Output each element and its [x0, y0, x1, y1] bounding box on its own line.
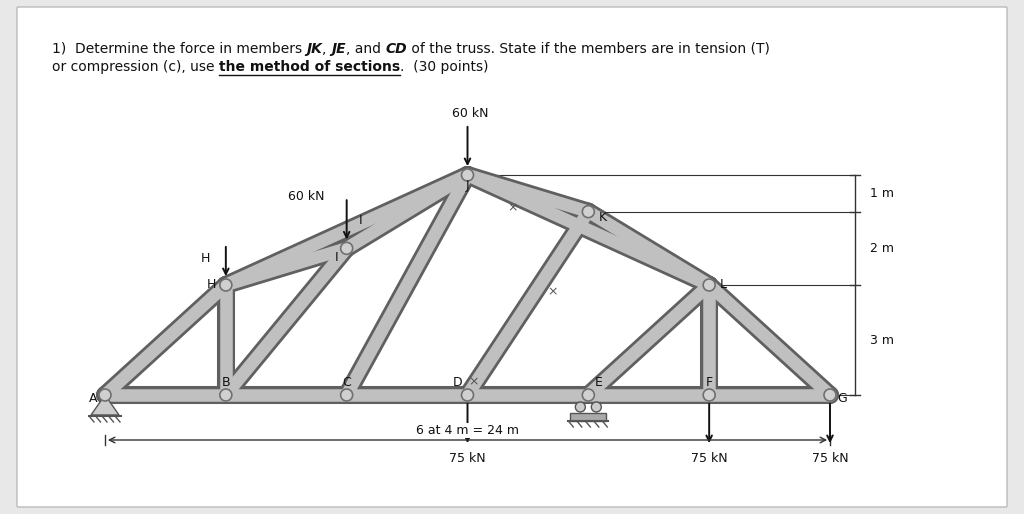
Circle shape — [220, 279, 231, 291]
Text: F: F — [706, 376, 713, 389]
Text: , and: , and — [346, 42, 385, 56]
Circle shape — [703, 389, 715, 401]
Text: of the truss. State if the members are in tension (T): of the truss. State if the members are i… — [407, 42, 770, 56]
Circle shape — [341, 389, 352, 401]
Text: H: H — [201, 252, 211, 266]
Text: 3 m: 3 m — [870, 334, 894, 346]
Text: I: I — [335, 251, 339, 264]
Circle shape — [583, 389, 594, 401]
Text: JE: JE — [331, 42, 346, 56]
Text: CD: CD — [385, 42, 407, 56]
Text: H: H — [207, 279, 216, 291]
Circle shape — [462, 169, 473, 181]
Text: the method of sections: the method of sections — [219, 60, 400, 74]
Text: G: G — [838, 393, 847, 406]
Text: C: C — [342, 376, 351, 389]
Text: ×: × — [508, 201, 518, 214]
Text: J: J — [466, 179, 469, 193]
Text: A: A — [89, 393, 97, 406]
Text: 75 kN: 75 kN — [450, 452, 485, 465]
FancyBboxPatch shape — [17, 7, 1007, 507]
Text: 6 at 4 m = 24 m: 6 at 4 m = 24 m — [416, 424, 519, 437]
Circle shape — [575, 402, 586, 412]
Text: .  (30 points): . (30 points) — [400, 60, 488, 74]
Text: I: I — [358, 214, 362, 227]
Text: 1 m: 1 m — [870, 187, 894, 200]
Text: 2 m: 2 m — [870, 242, 894, 255]
Text: ×: × — [547, 286, 557, 299]
Text: K: K — [598, 211, 606, 224]
Text: 75 kN: 75 kN — [691, 452, 727, 465]
Text: L: L — [720, 279, 727, 291]
Text: ,: , — [323, 42, 331, 56]
Text: 1)  Determine the force in members: 1) Determine the force in members — [52, 42, 306, 56]
Text: JK: JK — [306, 42, 323, 56]
Circle shape — [462, 389, 473, 401]
Text: ×: × — [468, 376, 479, 389]
Text: 75 kN: 75 kN — [812, 452, 848, 465]
Circle shape — [824, 389, 836, 401]
Bar — [570, 413, 606, 421]
Circle shape — [583, 206, 594, 217]
Circle shape — [703, 279, 715, 291]
Circle shape — [591, 402, 601, 412]
Circle shape — [99, 389, 111, 401]
Text: or compression (c), use: or compression (c), use — [52, 60, 219, 74]
Text: B: B — [221, 376, 230, 389]
Text: 60 kN: 60 kN — [289, 190, 325, 204]
Text: E: E — [594, 376, 602, 389]
Circle shape — [220, 389, 231, 401]
Text: D: D — [453, 376, 462, 389]
Text: 60 kN: 60 kN — [453, 107, 488, 120]
Polygon shape — [91, 395, 119, 415]
Circle shape — [341, 242, 352, 254]
